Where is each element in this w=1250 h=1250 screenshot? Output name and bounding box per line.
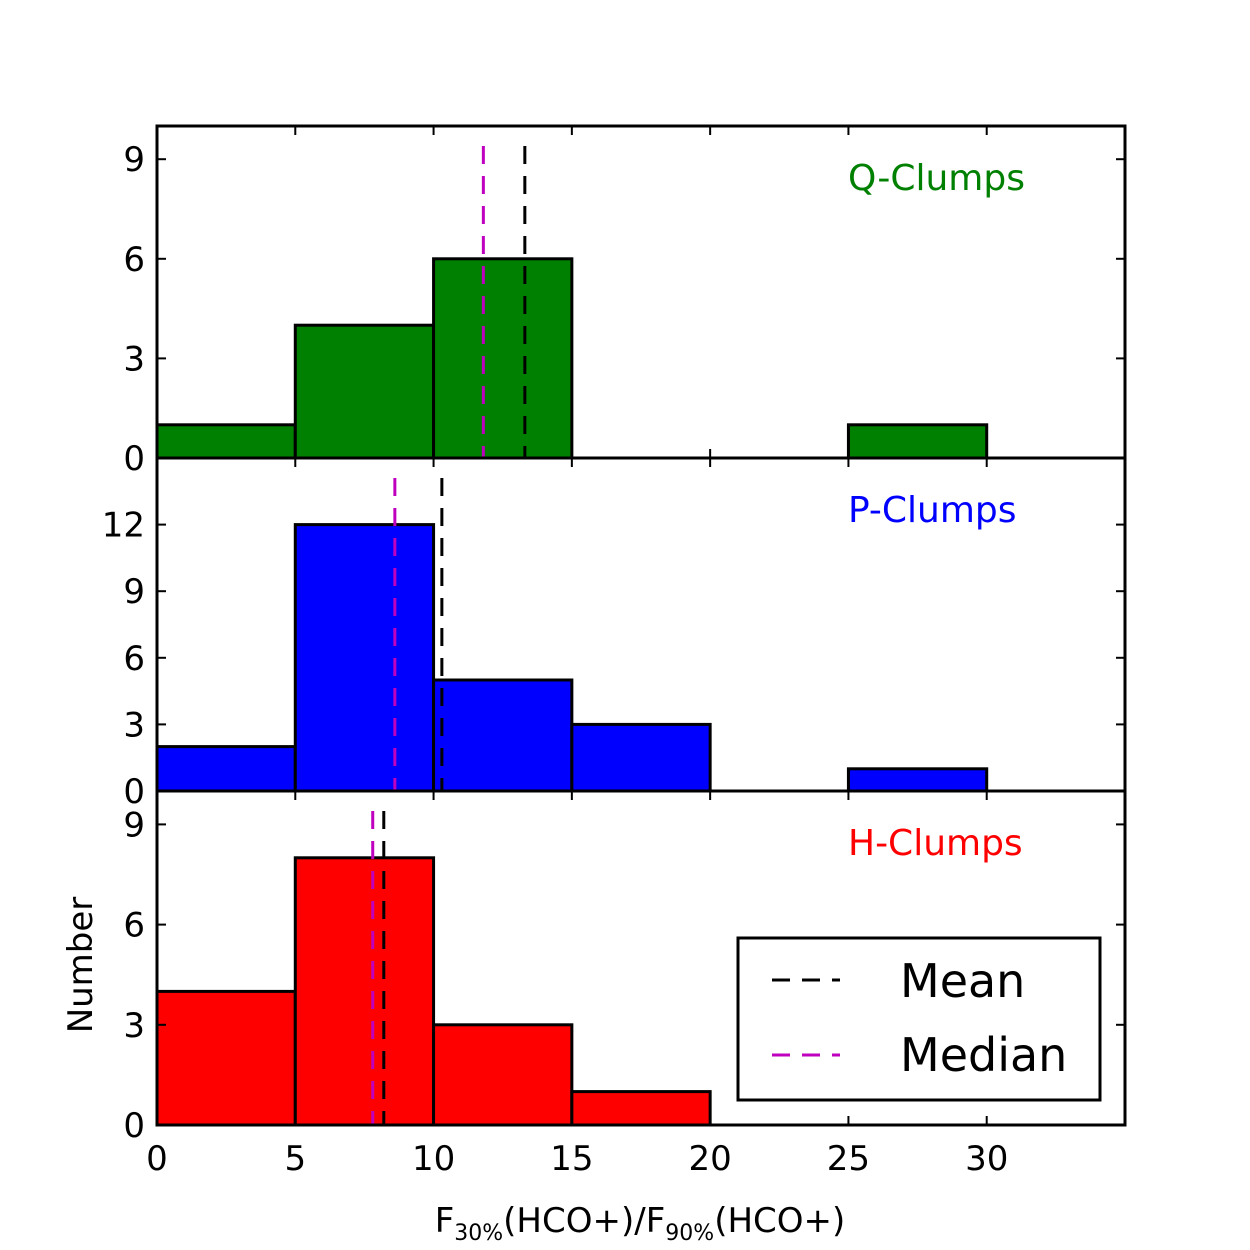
bar-q-clumps-25-30 <box>846 423 989 460</box>
bar-h-clumps-0-5 <box>155 989 297 1127</box>
bar-p-clumps-0-5 <box>155 745 297 793</box>
ytick-label-h-clumps-3: 3 <box>123 1006 145 1046</box>
ytick-label-p-clumps-0: 0 <box>123 772 145 812</box>
xtick-label-0: 0 <box>146 1139 168 1179</box>
panels-layer: 0 3 6 9 Q-Clumps 0 3 6 9 12 P-Clumps 0 3 6 9 H-Clumps <box>102 124 1127 1146</box>
ytick-label-h-clumps-6: 6 <box>123 906 145 946</box>
xtick-label-15: 15 <box>550 1139 593 1179</box>
panel-label-p-clumps: P-Clumps <box>848 490 1017 531</box>
legend-box <box>736 936 1102 1102</box>
bar-h-clumps-15-20 <box>570 1090 712 1127</box>
x-axis: 0 5 10 15 20 25 30 <box>146 1139 1008 1179</box>
bar-q-clumps-10-15 <box>432 257 574 460</box>
x-axis-label: F30%(HCO+)/F90%(HCO+) <box>435 1201 846 1246</box>
bar-h-clumps-5-10 <box>293 856 436 1127</box>
y-axis-label: Number <box>61 897 101 1034</box>
panel-h-clumps: 0 3 6 9 H-Clumps <box>123 789 1127 1146</box>
xtick-label-30: 30 <box>965 1139 1008 1179</box>
panel-label-q-clumps: Q-Clumps <box>848 158 1025 199</box>
xtick-label-20: 20 <box>689 1139 732 1179</box>
xtick-label-25: 25 <box>827 1139 870 1179</box>
legend: Mean Median <box>736 936 1102 1102</box>
panel-q-clumps: 0 3 6 9 Q-Clumps <box>123 124 1127 479</box>
ytick-label-p-clumps-3: 3 <box>123 705 145 745</box>
bar-q-clumps-0-5 <box>155 423 297 460</box>
legend-median-label: Median <box>900 1028 1067 1082</box>
ytick-label-q-clumps-9: 9 <box>123 140 145 180</box>
bar-q-clumps-5-10 <box>293 323 436 460</box>
xtick-label-10: 10 <box>412 1139 455 1179</box>
legend-mean-label: Mean <box>900 954 1025 1008</box>
panel-label-h-clumps: H-Clumps <box>848 823 1023 864</box>
panel-p-clumps: 0 3 6 9 12 P-Clumps <box>102 456 1127 812</box>
ytick-label-h-clumps-9: 9 <box>123 805 145 845</box>
bar-p-clumps-5-10 <box>293 523 436 793</box>
ytick-label-q-clumps-6: 6 <box>123 240 145 280</box>
bar-h-clumps-10-15 <box>432 1023 574 1127</box>
bar-p-clumps-15-20 <box>570 722 712 793</box>
bar-p-clumps-10-15 <box>432 678 574 793</box>
ytick-label-p-clumps-9: 9 <box>123 572 145 612</box>
bar-p-clumps-25-30 <box>846 767 989 793</box>
ytick-label-q-clumps-0: 0 <box>123 439 145 479</box>
xtick-label-5: 5 <box>284 1139 306 1179</box>
ytick-label-q-clumps-3: 3 <box>123 339 145 379</box>
panel-frame-h-clumps <box>155 789 1127 1127</box>
ytick-label-h-clumps-0: 0 <box>123 1106 145 1146</box>
ytick-label-p-clumps-6: 6 <box>123 639 145 679</box>
ytick-label-p-clumps-12: 12 <box>102 506 145 546</box>
